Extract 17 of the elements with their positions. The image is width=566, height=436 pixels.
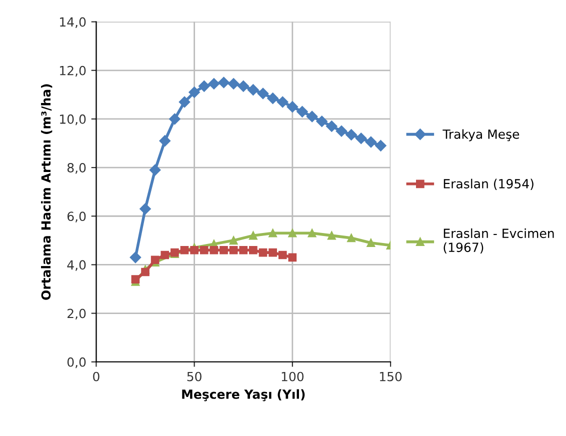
y-tick-label: 8,0 xyxy=(67,163,86,174)
y-tick-label: 2,0 xyxy=(68,308,86,320)
x-tick-label: 50 xyxy=(187,372,202,382)
y-axis-title: Ortalama Hacim Artımı (m³/ha) xyxy=(41,84,52,300)
y-tick-label: 10,0 xyxy=(60,114,86,126)
x-tick-label: 0 xyxy=(93,372,100,382)
legend-label: Trakya Meşe xyxy=(442,129,520,142)
y-tick-label: 14,0 xyxy=(60,17,86,28)
y-tick-label: 4,0 xyxy=(67,260,86,271)
y-tick-label: 12,0 xyxy=(60,66,86,77)
legend-label: Eraslan (1954) xyxy=(444,178,534,190)
y-tick-label: 6,0 xyxy=(67,212,86,222)
legend-label: Eraslan - Evcimen (1967) xyxy=(444,228,554,254)
x-tick-label: 150 xyxy=(380,372,402,382)
y-tick-label: 0,0 xyxy=(67,357,86,368)
x-axis-title: Meşcere Yaşı (Yıl) xyxy=(182,389,305,402)
x-tick-label: 100 xyxy=(282,372,304,382)
